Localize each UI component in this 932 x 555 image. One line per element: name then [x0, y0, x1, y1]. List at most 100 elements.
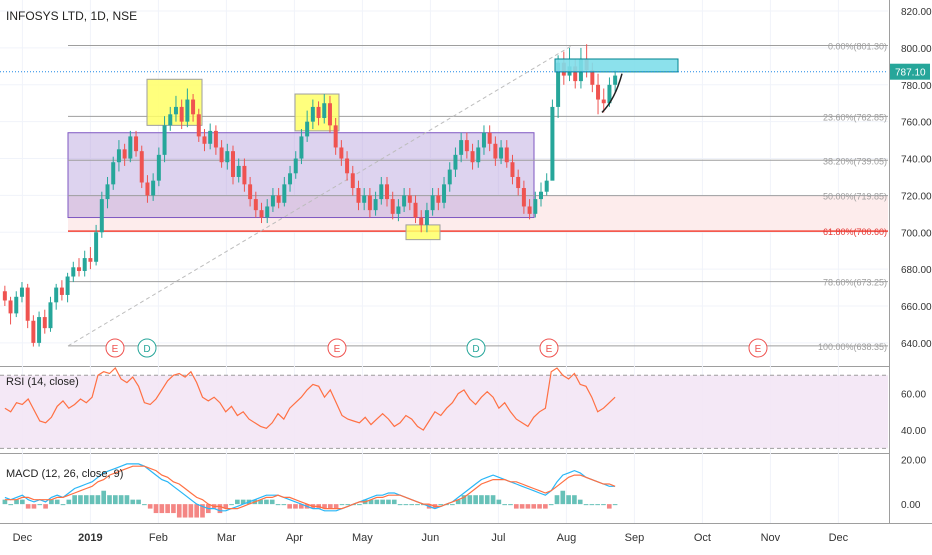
macd-histogram-bar — [188, 504, 194, 518]
macd-line — [4, 463, 616, 512]
macd-histogram-bar — [8, 504, 14, 506]
candle-body — [185, 99, 190, 122]
macd-histogram-bar — [14, 499, 19, 505]
candle-body — [37, 317, 42, 343]
macd-histogram-bar — [281, 504, 287, 506]
candle-body — [476, 147, 481, 163]
candle-body — [8, 300, 13, 314]
candle-body — [196, 114, 201, 137]
candle-body — [516, 176, 521, 189]
macd-histogram-bar — [322, 504, 327, 509]
macd-histogram-bar — [461, 495, 467, 505]
price-axis-tick: 780.00 — [901, 81, 932, 92]
macd-histogram-bar — [595, 504, 600, 506]
candle-body — [208, 130, 213, 144]
candle-body — [521, 188, 526, 207]
macd-histogram-bar — [60, 504, 66, 506]
candle-body — [413, 202, 418, 218]
candle-body — [613, 75, 618, 85]
candle-body — [533, 199, 538, 214]
candle-body — [54, 287, 59, 303]
macd-histogram-bar — [438, 504, 444, 506]
candle-body — [42, 317, 47, 329]
macd-histogram-bar — [345, 504, 351, 506]
macd-label: MACD (12, 26, close, 9) — [6, 468, 123, 480]
macd-histogram-bar — [548, 504, 554, 506]
macd-histogram-bar — [479, 495, 484, 505]
macd-histogram-bar — [496, 499, 502, 505]
macd-histogram-bar — [78, 495, 83, 505]
candle-body — [464, 140, 469, 152]
earnings-marker[interactable] — [105, 338, 125, 358]
candle-body — [270, 195, 275, 207]
earnings-marker[interactable] — [327, 338, 347, 358]
candle-body — [253, 199, 258, 211]
candle-body — [173, 106, 178, 115]
resistance-box — [554, 58, 679, 73]
candle-body — [99, 199, 104, 233]
macd-histogram-bar — [490, 495, 496, 505]
candle-body — [105, 184, 110, 200]
macd-histogram-bar — [147, 504, 153, 509]
candle-body — [607, 84, 612, 104]
time-axis-label: Feb — [149, 532, 168, 544]
event-marker-label: E — [546, 344, 553, 355]
candle-body — [82, 258, 87, 271]
candle-body — [333, 125, 338, 148]
time-axis-label: Dec — [829, 532, 849, 544]
dividend-marker[interactable] — [466, 338, 486, 358]
candle-body — [487, 132, 492, 144]
candle-body — [2, 291, 7, 301]
fib-level-label: 61.80%(700.60) — [823, 227, 887, 237]
fib-level-label: 0.00%(801.30) — [828, 42, 887, 52]
candle-body — [276, 195, 281, 203]
candle-body — [470, 151, 475, 163]
price-axis-tick: 640.00 — [901, 339, 932, 350]
macd-histogram-bar — [473, 495, 478, 505]
dividend-marker[interactable] — [137, 338, 157, 358]
macd-histogram-bar — [391, 499, 397, 505]
macd-histogram-bar — [49, 499, 54, 505]
candle-body — [25, 287, 30, 321]
macd-histogram-bar — [513, 504, 519, 509]
macd-histogram-bar — [572, 495, 577, 505]
macd-histogram-bar — [101, 490, 107, 505]
macd-histogram-bar — [107, 495, 112, 505]
price-axis-tick: 700.00 — [901, 228, 932, 239]
candle-body — [94, 232, 99, 262]
macd-histogram-bar — [217, 504, 223, 514]
candle-body — [424, 210, 429, 225]
macd-signal-line — [4, 465, 616, 510]
candle-body — [481, 132, 486, 148]
candle-body — [390, 199, 395, 214]
candle-body — [71, 267, 76, 277]
candle-body — [556, 62, 561, 107]
candle-body — [504, 147, 509, 163]
candle-body — [65, 276, 70, 295]
rsi-line — [4, 367, 616, 431]
candle-body — [362, 195, 367, 203]
macd-histogram-bar — [142, 504, 147, 506]
macd-histogram-bar — [66, 499, 72, 505]
time-axis-label: Apr — [286, 532, 303, 544]
macd-histogram-bar — [240, 499, 246, 505]
macd-histogram-bar — [374, 499, 380, 505]
macd-axis-tick: 0.00 — [901, 500, 921, 511]
fib-fill-zone — [68, 195, 888, 232]
earnings-marker[interactable] — [748, 338, 768, 358]
candle-body — [407, 195, 412, 203]
macd-histogram-bar — [298, 504, 304, 509]
macd-histogram-bar — [333, 504, 339, 509]
time-axis-label: Sep — [625, 532, 645, 544]
earnings-marker[interactable] — [539, 338, 559, 358]
macd-histogram-bar — [543, 504, 548, 509]
candle-body — [601, 99, 606, 104]
macd-histogram-bar — [368, 499, 374, 505]
candle-body — [179, 106, 184, 122]
candle-body — [288, 173, 293, 185]
candle-body — [122, 149, 127, 159]
candle-body — [151, 180, 156, 196]
candle-body — [499, 147, 504, 159]
